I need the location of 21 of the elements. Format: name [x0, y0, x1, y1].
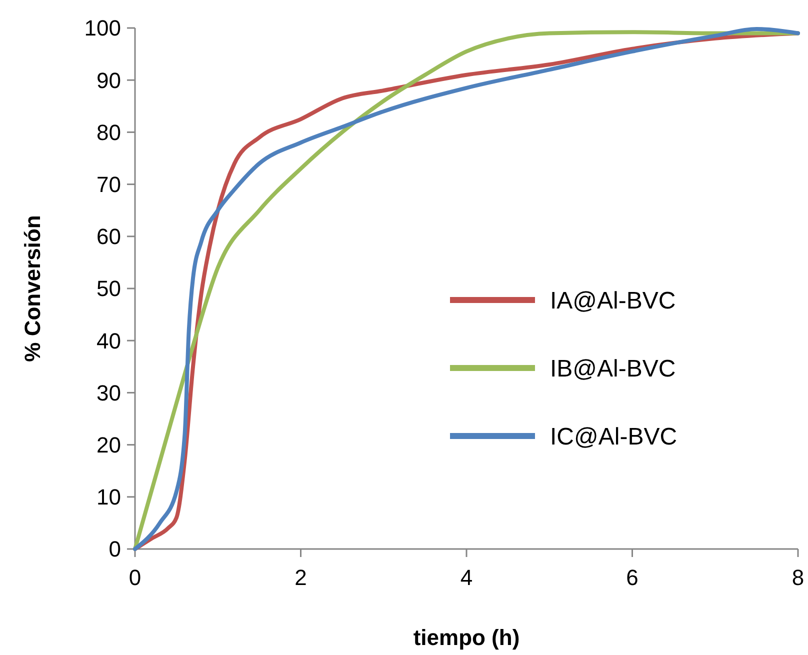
legend-label: IC@Al-BVC — [550, 423, 678, 450]
x-tick-label: 4 — [460, 565, 473, 590]
x-tick-label: 2 — [294, 565, 307, 590]
y-tick-label: 0 — [108, 536, 121, 562]
legend-label: IB@Al-BVC — [550, 355, 676, 382]
y-tick-label: 50 — [96, 276, 121, 302]
y-tick-label: 90 — [96, 68, 121, 93]
x-tick-label: 0 — [128, 565, 142, 590]
y-tick-label: 10 — [96, 484, 121, 510]
y-tick-label: 80 — [96, 120, 121, 145]
y-tick-label: 60 — [96, 224, 121, 250]
y-axis-title: % Conversión — [20, 215, 45, 362]
y-tick-label: 30 — [96, 380, 121, 406]
y-tick-label: 20 — [96, 432, 121, 458]
legend-label: IA@Al-BVC — [550, 287, 676, 314]
x-tick-label: 6 — [626, 565, 638, 590]
x-axis-title: tiempo (h) — [413, 625, 520, 650]
y-tick-label: 100 — [84, 16, 121, 41]
y-tick-label: 70 — [96, 172, 121, 197]
y-tick-label: 40 — [96, 328, 121, 354]
x-tick-label: 8 — [792, 565, 804, 590]
